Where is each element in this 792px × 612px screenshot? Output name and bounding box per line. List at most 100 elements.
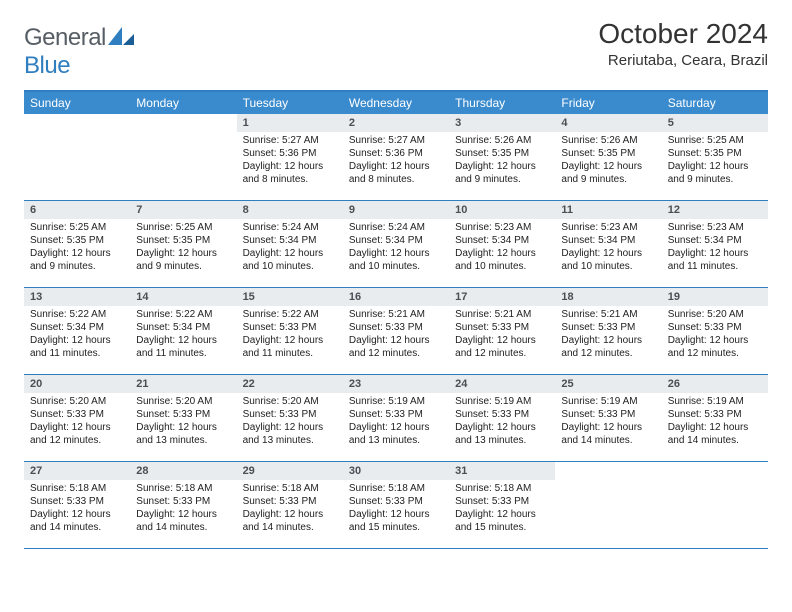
day-details: Sunrise: 5:20 AMSunset: 5:33 PMDaylight:…: [662, 306, 768, 364]
daylight-text: Daylight: 12 hours and 14 minutes.: [30, 508, 124, 534]
day-details: [555, 466, 661, 472]
sunset-text: Sunset: 5:34 PM: [136, 321, 230, 334]
daylight-text: Daylight: 12 hours and 10 minutes.: [561, 247, 655, 273]
daylight-text: Daylight: 12 hours and 14 minutes.: [668, 421, 762, 447]
sunrise-text: Sunrise: 5:25 AM: [30, 221, 124, 234]
sunrise-text: Sunrise: 5:24 AM: [349, 221, 443, 234]
daylight-text: Daylight: 12 hours and 11 minutes.: [136, 334, 230, 360]
daylight-text: Daylight: 12 hours and 12 minutes.: [668, 334, 762, 360]
sunset-text: Sunset: 5:33 PM: [561, 408, 655, 421]
calendar-cell: 20Sunrise: 5:20 AMSunset: 5:33 PMDayligh…: [24, 375, 130, 461]
day-number: 1: [237, 114, 343, 132]
daylight-text: Daylight: 12 hours and 9 minutes.: [668, 160, 762, 186]
sunrise-text: Sunrise: 5:18 AM: [136, 482, 230, 495]
dow-sunday: Sunday: [24, 92, 130, 114]
calendar-cell: 6Sunrise: 5:25 AMSunset: 5:35 PMDaylight…: [24, 201, 130, 287]
day-details: Sunrise: 5:24 AMSunset: 5:34 PMDaylight:…: [237, 219, 343, 277]
sunrise-text: Sunrise: 5:19 AM: [455, 395, 549, 408]
sunrise-text: Sunrise: 5:26 AM: [561, 134, 655, 147]
sunrise-text: Sunrise: 5:20 AM: [668, 308, 762, 321]
calendar-cell: 12Sunrise: 5:23 AMSunset: 5:34 PMDayligh…: [662, 201, 768, 287]
sunset-text: Sunset: 5:33 PM: [243, 495, 337, 508]
sunrise-text: Sunrise: 5:21 AM: [561, 308, 655, 321]
day-number: 29: [237, 462, 343, 480]
daylight-text: Daylight: 12 hours and 12 minutes.: [349, 334, 443, 360]
sunset-text: Sunset: 5:34 PM: [455, 234, 549, 247]
day-details: Sunrise: 5:18 AMSunset: 5:33 PMDaylight:…: [24, 480, 130, 538]
sunset-text: Sunset: 5:35 PM: [668, 147, 762, 160]
sunrise-text: Sunrise: 5:21 AM: [455, 308, 549, 321]
day-details: Sunrise: 5:23 AMSunset: 5:34 PMDaylight:…: [449, 219, 555, 277]
sunrise-text: Sunrise: 5:19 AM: [349, 395, 443, 408]
sunrise-text: Sunrise: 5:27 AM: [243, 134, 337, 147]
calendar-cell: [24, 114, 130, 200]
sunrise-text: Sunrise: 5:24 AM: [243, 221, 337, 234]
calendar-cell: [662, 462, 768, 548]
sunset-text: Sunset: 5:33 PM: [136, 495, 230, 508]
calendar-cell: 30Sunrise: 5:18 AMSunset: 5:33 PMDayligh…: [343, 462, 449, 548]
calendar-cell: [130, 114, 236, 200]
day-details: [662, 466, 768, 472]
dow-monday: Monday: [130, 92, 236, 114]
sunset-text: Sunset: 5:33 PM: [668, 408, 762, 421]
day-details: [24, 118, 130, 124]
sunrise-text: Sunrise: 5:20 AM: [136, 395, 230, 408]
daylight-text: Daylight: 12 hours and 10 minutes.: [243, 247, 337, 273]
sunset-text: Sunset: 5:35 PM: [455, 147, 549, 160]
weeks-container: 1Sunrise: 5:27 AMSunset: 5:36 PMDaylight…: [24, 114, 768, 549]
day-details: Sunrise: 5:18 AMSunset: 5:33 PMDaylight:…: [343, 480, 449, 538]
day-number: 5: [662, 114, 768, 132]
daylight-text: Daylight: 12 hours and 11 minutes.: [668, 247, 762, 273]
sunset-text: Sunset: 5:33 PM: [30, 495, 124, 508]
daylight-text: Daylight: 12 hours and 14 minutes.: [561, 421, 655, 447]
sunset-text: Sunset: 5:34 PM: [668, 234, 762, 247]
day-number: 21: [130, 375, 236, 393]
sunrise-text: Sunrise: 5:22 AM: [243, 308, 337, 321]
day-details: Sunrise: 5:27 AMSunset: 5:36 PMDaylight:…: [343, 132, 449, 190]
daylight-text: Daylight: 12 hours and 8 minutes.: [349, 160, 443, 186]
sunset-text: Sunset: 5:36 PM: [243, 147, 337, 160]
sunset-text: Sunset: 5:34 PM: [561, 234, 655, 247]
daylight-text: Daylight: 12 hours and 15 minutes.: [349, 508, 443, 534]
daylight-text: Daylight: 12 hours and 10 minutes.: [455, 247, 549, 273]
calendar-week: 1Sunrise: 5:27 AMSunset: 5:36 PMDaylight…: [24, 114, 768, 201]
calendar-cell: 15Sunrise: 5:22 AMSunset: 5:33 PMDayligh…: [237, 288, 343, 374]
calendar-cell: 24Sunrise: 5:19 AMSunset: 5:33 PMDayligh…: [449, 375, 555, 461]
day-number: 24: [449, 375, 555, 393]
day-number: 2: [343, 114, 449, 132]
calendar-cell: 2Sunrise: 5:27 AMSunset: 5:36 PMDaylight…: [343, 114, 449, 200]
sunrise-text: Sunrise: 5:23 AM: [455, 221, 549, 234]
calendar-cell: 25Sunrise: 5:19 AMSunset: 5:33 PMDayligh…: [555, 375, 661, 461]
calendar-cell: 3Sunrise: 5:26 AMSunset: 5:35 PMDaylight…: [449, 114, 555, 200]
daylight-text: Daylight: 12 hours and 13 minutes.: [136, 421, 230, 447]
sunset-text: Sunset: 5:34 PM: [30, 321, 124, 334]
sunset-text: Sunset: 5:33 PM: [349, 408, 443, 421]
sunset-text: Sunset: 5:33 PM: [243, 321, 337, 334]
daylight-text: Daylight: 12 hours and 15 minutes.: [455, 508, 549, 534]
daylight-text: Daylight: 12 hours and 11 minutes.: [243, 334, 337, 360]
day-details: Sunrise: 5:27 AMSunset: 5:36 PMDaylight:…: [237, 132, 343, 190]
day-details: Sunrise: 5:25 AMSunset: 5:35 PMDaylight:…: [24, 219, 130, 277]
day-details: Sunrise: 5:18 AMSunset: 5:33 PMDaylight:…: [237, 480, 343, 538]
calendar-cell: 5Sunrise: 5:25 AMSunset: 5:35 PMDaylight…: [662, 114, 768, 200]
day-number: 19: [662, 288, 768, 306]
sunrise-text: Sunrise: 5:27 AM: [349, 134, 443, 147]
sunset-text: Sunset: 5:33 PM: [455, 408, 549, 421]
sunset-text: Sunset: 5:36 PM: [349, 147, 443, 160]
day-details: Sunrise: 5:24 AMSunset: 5:34 PMDaylight:…: [343, 219, 449, 277]
dow-friday: Friday: [555, 92, 661, 114]
daylight-text: Daylight: 12 hours and 10 minutes.: [349, 247, 443, 273]
day-details: Sunrise: 5:18 AMSunset: 5:33 PMDaylight:…: [130, 480, 236, 538]
day-number: 10: [449, 201, 555, 219]
calendar-week: 20Sunrise: 5:20 AMSunset: 5:33 PMDayligh…: [24, 375, 768, 462]
day-number: 22: [237, 375, 343, 393]
sunrise-text: Sunrise: 5:22 AM: [30, 308, 124, 321]
calendar-week: 27Sunrise: 5:18 AMSunset: 5:33 PMDayligh…: [24, 462, 768, 549]
calendar-cell: 29Sunrise: 5:18 AMSunset: 5:33 PMDayligh…: [237, 462, 343, 548]
day-number: 20: [24, 375, 130, 393]
daylight-text: Daylight: 12 hours and 11 minutes.: [30, 334, 124, 360]
calendar-cell: 4Sunrise: 5:26 AMSunset: 5:35 PMDaylight…: [555, 114, 661, 200]
sunrise-text: Sunrise: 5:18 AM: [455, 482, 549, 495]
day-number: 31: [449, 462, 555, 480]
calendar: Sunday Monday Tuesday Wednesday Thursday…: [24, 90, 768, 549]
